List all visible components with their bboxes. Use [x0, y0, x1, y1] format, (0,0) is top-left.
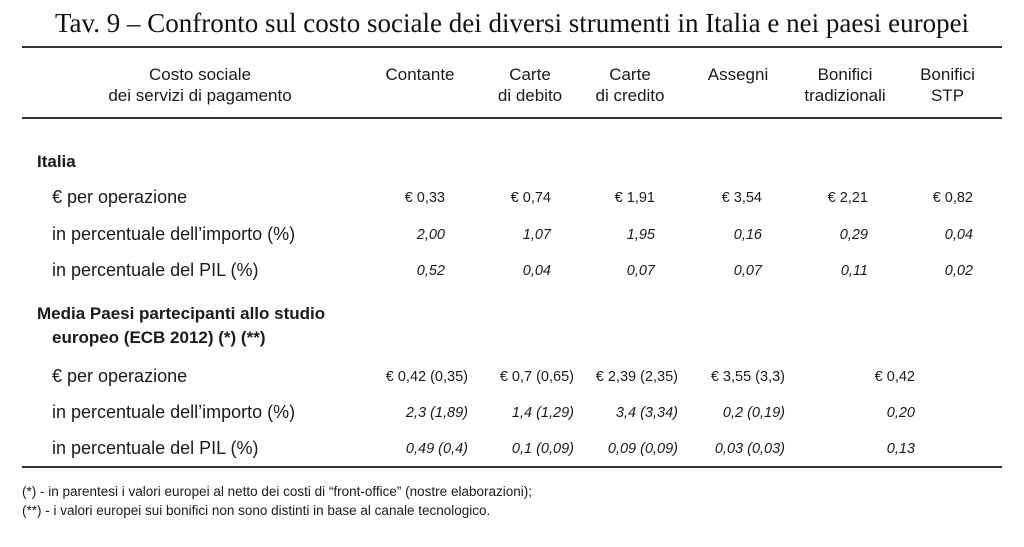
cell-assegni: 0,16: [733, 227, 762, 243]
col-header-bonifici-tradizionali: Bonifici tradizionali: [790, 64, 900, 106]
cell-contante: 2,3 (1,89): [405, 405, 468, 421]
cell-contante: 2,00: [416, 227, 445, 243]
header-label-line-1: Costo sociale: [148, 65, 252, 84]
cell-carte-credito: € 2,39 (2,35): [595, 369, 678, 385]
cell-carte-debito: € 0,7 (0,65): [499, 369, 574, 385]
cell-bonifici-tradizionali: 0,29: [839, 227, 868, 243]
col-header-assegni: Assegni: [688, 64, 788, 85]
col-header-carte-debito: Carte di debito: [480, 64, 580, 106]
col-header-bonifici-stp: Bonifici STP: [905, 64, 990, 106]
cell-bonifici: 0,20: [886, 405, 915, 421]
cell-bonifici-stp: € 0,82: [932, 190, 973, 206]
cell-assegni: 0,03 (0,03): [714, 441, 785, 457]
cell-carte-debito: € 0,74: [510, 190, 551, 206]
cell-assegni: € 3,55 (3,3): [710, 369, 785, 385]
col-header-bonifici-stp-line-1: Bonifici: [920, 65, 975, 84]
cell-carte-credito: 1,95: [626, 227, 655, 243]
row-label: € per operazione: [52, 366, 188, 386]
col-header-bonifici-stp-line-2: STP: [930, 86, 965, 105]
header-label-cell: Costo sociale dei servizi di pagamento: [60, 64, 340, 106]
bottom-rule: [22, 466, 1002, 468]
col-header-carte-credito-line-1: Carte: [609, 65, 651, 84]
section-title-italia: Italia: [37, 152, 76, 171]
header-rule: [22, 117, 1002, 119]
cell-contante: € 0,42 (0,35): [385, 369, 468, 385]
cell-bonifici: 0,13: [886, 441, 915, 457]
cell-assegni: € 3,54: [721, 190, 762, 206]
section-title-europa-line-2: europeo (ECB 2012) (*) (**): [52, 328, 266, 347]
col-header-bonifici-tradizionali-line-2: tradizionali: [804, 86, 886, 105]
cell-bonifici-tradizionali: € 2,21: [827, 190, 868, 206]
cell-carte-debito: 1,4 (1,29): [511, 405, 574, 421]
cell-assegni: 0,2 (0,19): [722, 405, 785, 421]
col-header-contante-line-1: Contante: [385, 65, 455, 84]
col-header-carte-debito-line-1: Carte: [509, 65, 551, 84]
cell-assegni: 0,07: [733, 263, 762, 279]
section-title-europa-line-1: Media Paesi partecipanti allo studio: [37, 304, 326, 323]
cell-bonifici-stp: 0,04: [944, 227, 973, 243]
cell-carte-credito: 3,4 (3,34): [615, 405, 678, 421]
cell-carte-debito: 1,07: [522, 227, 551, 243]
cell-carte-credito: 0,07: [626, 263, 655, 279]
col-header-bonifici-tradizionali-line-1: Bonifici: [817, 65, 873, 84]
cell-contante: 0,52: [416, 263, 445, 279]
cell-bonifici-tradizionali: 0,11: [840, 263, 868, 279]
col-header-carte-credito-line-2: di credito: [595, 86, 665, 105]
cell-carte-credito: 0,09 (0,09): [607, 441, 678, 457]
cell-contante: € 0,33: [404, 190, 445, 206]
col-header-contante: Contante: [370, 64, 470, 85]
cell-carte-credito: € 1,91: [614, 190, 655, 206]
cell-carte-debito: 0,1 (0,09): [511, 441, 574, 457]
cell-carte-debito: 0,04: [522, 263, 551, 279]
row-label: in percentuale dell’importo (%): [52, 402, 296, 422]
col-header-carte-credito: Carte di credito: [580, 64, 680, 106]
col-header-assegni-line-1: Assegni: [707, 65, 769, 84]
col-header-carte-debito-line-2: di debito: [497, 86, 563, 105]
footnote-1: (*) - in parentesi i valori europei al n…: [22, 484, 532, 499]
cell-bonifici-stp: 0,02: [944, 263, 973, 279]
row-label: in percentuale del PIL (%): [52, 260, 259, 280]
table-title: Tav. 9 – Confronto sul costo sociale dei…: [54, 8, 970, 38]
row-label: in percentuale dell’importo (%): [52, 224, 296, 244]
header-label-line-2: dei servizi di pagamento: [108, 86, 292, 105]
cell-bonifici: € 0,42: [874, 369, 915, 385]
top-rule: [22, 46, 1002, 48]
row-label: in percentuale del PIL (%): [52, 438, 259, 458]
footnote-2: (**) - i valori europei sui bonifici non…: [22, 503, 491, 518]
cell-contante: 0,49 (0,4): [405, 441, 468, 457]
row-label: € per operazione: [52, 187, 188, 207]
